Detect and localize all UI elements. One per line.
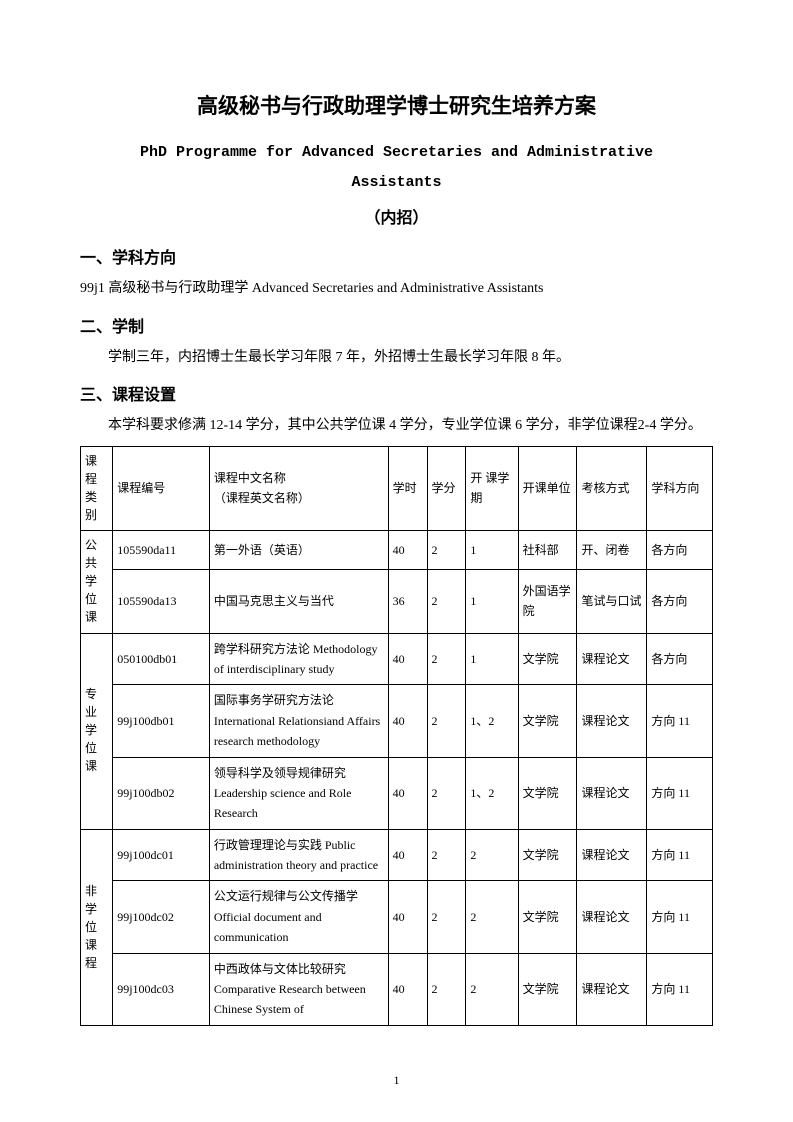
cell-name: 公文运行规律与公文传播学 Official document and commu… [209,881,388,953]
section2-body: 学制三年，内招博士生最长学习年限 7 年，外招博士生最长学习年限 8 年。 [80,345,713,372]
cell-credit: 2 [427,953,466,1025]
cell-name: 行政管理理论与实践 Public administration theory a… [209,829,388,881]
cell-credit: 2 [427,569,466,633]
cell-assess: 课程论文 [577,685,647,757]
th-unit: 开课单位 [518,446,577,530]
cell-dir: 各方向 [647,531,713,570]
table-row: 99j100db01 国际事务学研究方法论 International Rela… [81,685,713,757]
cell-assess: 课程论文 [577,953,647,1025]
cell-assess: 课程论文 [577,633,647,685]
cell-unit: 文学院 [518,757,577,829]
page-number: 1 [0,1073,793,1088]
cell-hours: 40 [388,685,427,757]
cell-name: 领导科学及领导规律研究 Leadership science and Role … [209,757,388,829]
cell-name: 第一外语（英语） [209,531,388,570]
table-row: 非学位课程 99j100dc01 行政管理理论与实践 Public admini… [81,829,713,881]
title-en-line1: PhD Programme for Advanced Secretaries a… [140,144,653,161]
cell-unit: 社科部 [518,531,577,570]
cell-code: 99j100db01 [113,685,210,757]
cell-code: 105590da11 [113,531,210,570]
table-header-row: 课程类别 课程编号 课程中文名称 （课程英文名称） 学时 学分 开 课学期 开课… [81,446,713,530]
cell-term: 1、2 [466,685,518,757]
cell-term: 2 [466,829,518,881]
cell-credit: 2 [427,633,466,685]
cell-term: 2 [466,953,518,1025]
cell-unit: 文学院 [518,685,577,757]
cell-code: 99j100db02 [113,757,210,829]
cell-assess: 课程论文 [577,757,647,829]
cell-assess: 课程论文 [577,881,647,953]
section3-heading: 三、课程设置 [80,381,713,405]
cell-unit: 文学院 [518,633,577,685]
cell-credit: 2 [427,829,466,881]
cell-dir: 方向 11 [647,685,713,757]
cell-dir: 方向 11 [647,829,713,881]
cell-code: 99j100dc01 [113,829,210,881]
table-row: 105590da13 中国马克思主义与当代 36 2 1 外国语学院 笔试与口试… [81,569,713,633]
cell-credit: 2 [427,757,466,829]
title-chinese: 高级秘书与行政助理学博士研究生培养方案 [80,90,713,120]
cell-term: 1 [466,633,518,685]
table-row: 99j100db02 领导科学及领导规律研究 Leadership scienc… [81,757,713,829]
title-subtitle: （内招） [80,204,713,228]
cell-term: 1、2 [466,757,518,829]
cell-dir: 各方向 [647,633,713,685]
cell-code: 99j100dc03 [113,953,210,1025]
cell-name: 国际事务学研究方法论 International Relationsiand A… [209,685,388,757]
th-term: 开 课学期 [466,446,518,530]
cell-name: 中西政体与文体比较研究 Comparative Research between… [209,953,388,1025]
cell-code: 105590da13 [113,569,210,633]
section3-body: 本学科要求修满 12-14 学分，其中公共学位课 4 学分，专业学位课 6 学分… [80,413,713,440]
cell-assess: 笔试与口试 [577,569,647,633]
cell-code: 050100db01 [113,633,210,685]
cat-public: 公共学位课 [81,531,113,633]
cat-nondegree: 非学位课程 [81,829,113,1025]
cell-term: 1 [466,531,518,570]
cell-hours: 40 [388,757,427,829]
cell-dir: 方向 11 [647,953,713,1025]
cell-dir: 方向 11 [647,757,713,829]
th-credit: 学分 [427,446,466,530]
cat-major: 专业学位课 [81,633,113,829]
cell-name: 中国马克思主义与当代 [209,569,388,633]
th-hours: 学时 [388,446,427,530]
th-dir: 学科方向 [647,446,713,530]
th-assess: 考核方式 [577,446,647,530]
cell-dir: 各方向 [647,569,713,633]
cell-code: 99j100dc02 [113,881,210,953]
cell-credit: 2 [427,531,466,570]
cell-term: 2 [466,881,518,953]
cell-assess: 开、闭卷 [577,531,647,570]
section1-body: 99j1 高级秘书与行政助理学 Advanced Secretaries and… [80,276,713,303]
table-row: 99j100dc02 公文运行规律与公文传播学 Official documen… [81,881,713,953]
cell-name: 跨学科研究方法论 Methodology of interdisciplinar… [209,633,388,685]
table-row: 专业学位课 050100db01 跨学科研究方法论 Methodology of… [81,633,713,685]
cell-unit: 文学院 [518,881,577,953]
cell-term: 1 [466,569,518,633]
table-row: 公共学位课 105590da11 第一外语（英语） 40 2 1 社科部 开、闭… [81,531,713,570]
cell-unit: 文学院 [518,829,577,881]
table-row: 99j100dc03 中西政体与文体比较研究 Comparative Resea… [81,953,713,1025]
th-name: 课程中文名称 （课程英文名称） [209,446,388,530]
th-code: 课程编号 [113,446,210,530]
title-english: PhD Programme for Advanced Secretaries a… [80,138,713,198]
section2-heading: 二、学制 [80,313,713,337]
document-page: 高级秘书与行政助理学博士研究生培养方案 PhD Programme for Ad… [0,0,793,1122]
cell-hours: 36 [388,569,427,633]
cell-hours: 40 [388,829,427,881]
cell-credit: 2 [427,881,466,953]
cell-unit: 外国语学院 [518,569,577,633]
cell-dir: 方向 11 [647,881,713,953]
section1-heading: 一、学科方向 [80,244,713,268]
cell-assess: 课程论文 [577,829,647,881]
course-table: 课程类别 课程编号 课程中文名称 （课程英文名称） 学时 学分 开 课学期 开课… [80,446,713,1026]
cell-unit: 文学院 [518,953,577,1025]
th-category: 课程类别 [81,446,113,530]
cell-hours: 40 [388,531,427,570]
title-en-line2: Assistants [351,174,441,191]
cell-credit: 2 [427,685,466,757]
cell-hours: 40 [388,633,427,685]
cell-hours: 40 [388,953,427,1025]
cell-hours: 40 [388,881,427,953]
